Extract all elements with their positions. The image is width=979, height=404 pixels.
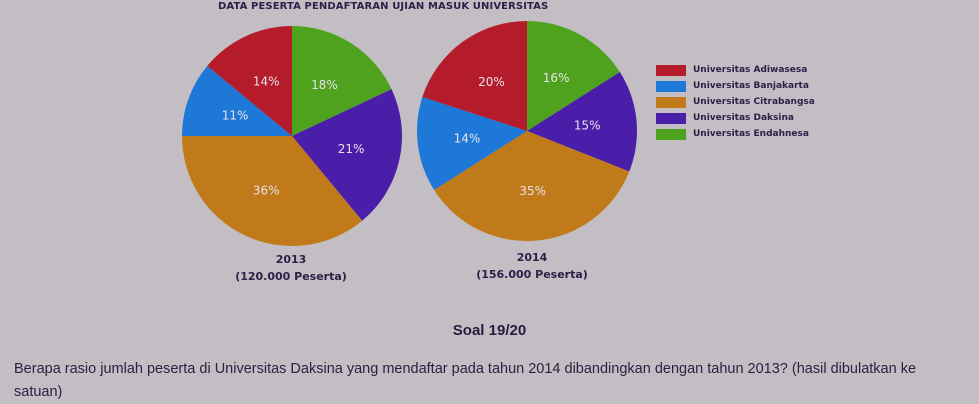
legend-swatch <box>656 128 686 140</box>
chart-title-text: DATA PESERTA PENDAFTARAN UJIAN MASUK UNI… <box>218 1 549 12</box>
pie-slice-label: 18% <box>311 78 338 92</box>
pie-slice-label: 15% <box>574 118 601 132</box>
pie-slice-label: 36% <box>253 184 280 198</box>
pie-slice <box>527 72 637 172</box>
pie-chart-2013: 18% 21% 36% 11% 14% <box>182 26 402 246</box>
pie-slice-label: 21% <box>338 142 365 156</box>
pie-slice <box>182 65 292 136</box>
question-number: Soal 19/20 <box>452 322 527 339</box>
legend-item-citrabangsa: Universitas Citrabangsa <box>656 94 815 110</box>
pie-slice <box>422 21 527 131</box>
pie-year-2014: 2014 <box>516 251 548 264</box>
pie-caption-2014: 2014 (156.000 Peserta) <box>437 249 627 283</box>
question-text: Berapa rasio jumlah peserta di Universit… <box>14 361 917 400</box>
pie-slice-label: 35% <box>519 184 546 198</box>
pie-slice-label: 20% <box>478 75 505 89</box>
legend-swatch <box>656 96 686 108</box>
pie-slice <box>417 97 527 190</box>
legend-item-adiwasesa: Universitas Adiwasesa <box>656 62 815 78</box>
legend-swatch <box>656 80 686 92</box>
legend-item-endahnesa: Universitas Endahnesa <box>656 126 815 142</box>
pie-slice <box>182 136 363 246</box>
pie-slice-label: 16% <box>543 71 570 85</box>
chart-title: DATA PESERTA PENDAFTARAN UJIAN MASUK UNI… <box>0 0 979 16</box>
pie-chart-2014: 16% 15% 35% 14% 20% <box>417 20 637 241</box>
legend-label: Universitas Banjakarta <box>693 81 809 91</box>
pie-charts: 18% 21% 36% 11% 14% 16% 15% 35% 14% 20% <box>182 20 637 246</box>
pie-slice <box>527 20 620 131</box>
legend-item-banjakarta: Universitas Banjakarta <box>656 78 815 94</box>
pie-caption-2013: 2013 (120.000 Peserta) <box>196 251 386 285</box>
pie-slice <box>207 26 292 136</box>
legend-label: Universitas Endahnesa <box>693 129 809 139</box>
legend-swatch <box>656 64 686 76</box>
pie-slice-label: 14% <box>253 74 280 88</box>
legend-item-daksina: Universitas Daksina <box>656 110 815 126</box>
chart-legend: Universitas Adiwasesa Universitas Banjak… <box>656 62 815 142</box>
pie-participants-2014: (156.000 Peserta) <box>476 268 588 281</box>
pie-participants-2013: (120.000 Peserta) <box>235 270 347 283</box>
legend-label: Universitas Adiwasesa <box>693 65 808 75</box>
legend-label: Universitas Daksina <box>693 113 794 123</box>
pie-slice <box>292 26 392 136</box>
pie-slice <box>434 131 630 241</box>
legend-label: Universitas Citrabangsa <box>693 97 815 107</box>
pie-year-2013: 2013 <box>275 253 307 266</box>
legend-swatch <box>656 112 686 124</box>
pie-slice-label: 11% <box>222 109 249 123</box>
pie-slice <box>292 89 402 221</box>
pie-slice-label: 14% <box>454 132 481 146</box>
